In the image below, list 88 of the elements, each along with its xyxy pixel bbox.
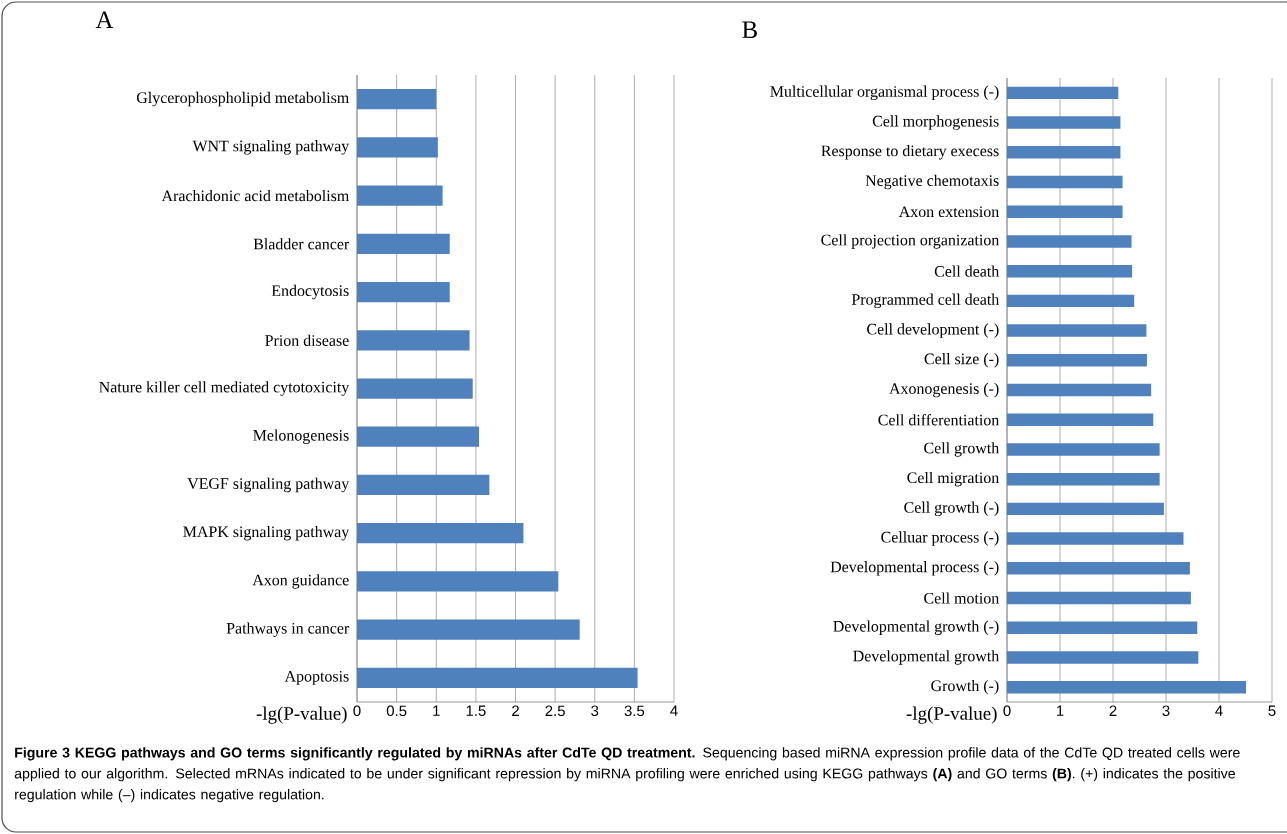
y-tick-label: Multicellular organismal process (-) (770, 85, 999, 101)
y-tick-label: Nature killer cell mediated cytotoxicity (99, 381, 350, 396)
y-tick-label: Celluar process (-) (881, 531, 999, 546)
bar (1007, 532, 1184, 545)
y-tick-label: Developmental growth (-) (833, 620, 999, 635)
y-tick-label: Cell motion (924, 592, 999, 604)
x-tick-label: 1 (433, 705, 440, 716)
bar (1007, 502, 1164, 516)
bar (1007, 116, 1121, 129)
x-tick-label: 4 (1215, 705, 1223, 716)
bar (1007, 651, 1199, 664)
bar (1007, 264, 1133, 278)
y-tick-label: Endocytosis (271, 284, 349, 300)
x-tick-label: 0.5 (386, 705, 407, 717)
bar (357, 378, 473, 399)
x-tick-label: 2.5 (545, 705, 565, 717)
y-tick-label: Apoptosis (284, 670, 349, 685)
y-tick-label: Growth (-) (931, 679, 999, 695)
bar (1007, 591, 1191, 605)
y-tick-label: Cell death (934, 265, 1000, 277)
bar (1007, 146, 1121, 159)
y-tick-label: Developmental process (-) (830, 561, 999, 576)
bar (357, 523, 524, 544)
y-tick-label: Developmental growth (853, 650, 1000, 665)
text: B (742, 21, 757, 38)
x-tick-label: 3.5 (624, 705, 645, 717)
y-tick-label: Axon guidance (252, 574, 349, 589)
bar (357, 426, 480, 447)
x-axis-title: -lg(P-value) (906, 706, 997, 724)
bar (357, 137, 438, 158)
y-tick-label: Cell development (-) (867, 323, 999, 338)
bar (1007, 680, 1247, 694)
y-tick-label: WNT signaling pathway (192, 140, 350, 155)
y-tick-label: Cell differentiation (878, 414, 1000, 426)
x-tick-label: 2 (1109, 705, 1117, 716)
x-axis-title: -lg(P-value) (256, 706, 347, 724)
y-tick-label: Cell size (-) (924, 353, 999, 368)
x-tick-label: 4 (670, 705, 678, 716)
bar (1007, 413, 1154, 426)
x-tick-label: 0 (353, 705, 361, 717)
bar (357, 233, 450, 254)
bar (357, 571, 559, 592)
y-tick-label: Glycerophospholipid metabolism (136, 91, 349, 107)
y-tick-label: Bladder cancer (253, 238, 350, 250)
bar (357, 474, 490, 496)
x-tick-label: 1 (1057, 705, 1064, 716)
bar (357, 281, 450, 303)
y-tick-label: MAPK signaling pathway (183, 525, 350, 541)
y-tick-label: Cell projection organization (821, 234, 1000, 249)
y-tick-label: Response to dietary execess (821, 145, 999, 160)
bar (357, 330, 470, 351)
bar (1007, 383, 1152, 397)
y-tick-label: VEGF signaling pathway (187, 477, 350, 493)
x-tick-label: 3 (1162, 705, 1170, 717)
y-tick-label: Cell growth (-) (904, 501, 999, 517)
x-tick-label: 1.5 (466, 705, 486, 716)
bar (1007, 175, 1123, 189)
y-tick-label: Melonogenesis (253, 429, 349, 444)
bar (1007, 205, 1123, 218)
bar (1007, 562, 1190, 575)
bar (357, 667, 638, 689)
x-tick-label: 5 (1268, 705, 1276, 716)
bar (1007, 235, 1132, 248)
y-tick-label: Programmed cell death (851, 293, 1000, 309)
bar (1007, 294, 1135, 308)
bar (357, 89, 437, 110)
bar (1007, 443, 1160, 456)
bar (1007, 324, 1147, 337)
bar (357, 185, 443, 206)
y-tick-label: Cell morphogenesis (872, 115, 999, 130)
y-tick-label: Prion disease (265, 334, 349, 346)
y-tick-label: Pathways in cancer (226, 622, 350, 637)
y-tick-label: Axon extension (898, 206, 999, 218)
bar (357, 619, 580, 640)
bar (1007, 86, 1119, 100)
y-tick-label: Axonogenesis (-) (889, 382, 999, 398)
text: A (95, 11, 114, 28)
bar (1007, 354, 1147, 367)
y-tick-label: Cell migration (907, 471, 1000, 487)
x-tick-label: 3 (591, 705, 599, 717)
x-tick-label: 2 (512, 705, 519, 716)
y-tick-label: Arachidonic acid metabolism (161, 189, 349, 202)
y-tick-label: Cell growth (924, 442, 1000, 457)
bar (1007, 621, 1198, 634)
y-tick-label: Negative chemotaxis (865, 174, 999, 190)
bar (1007, 472, 1160, 486)
text: Figure 3 KEGG pathways and GO terms significantly regulated by miRNAs after CdTe QD treatment. Sequencing based miRNA expression profile data of the CdTe QD treated cells were applied to our algorithm. Selected mRNAs indicated to be under significant repression by miRNA profiling were enriched using KEGG pathways (A) and GO terms (B). (+) indicates the positive regulation while (–) indicates negative regulation. (14, 747, 1240, 803)
x-tick-label: 0 (1003, 705, 1011, 717)
